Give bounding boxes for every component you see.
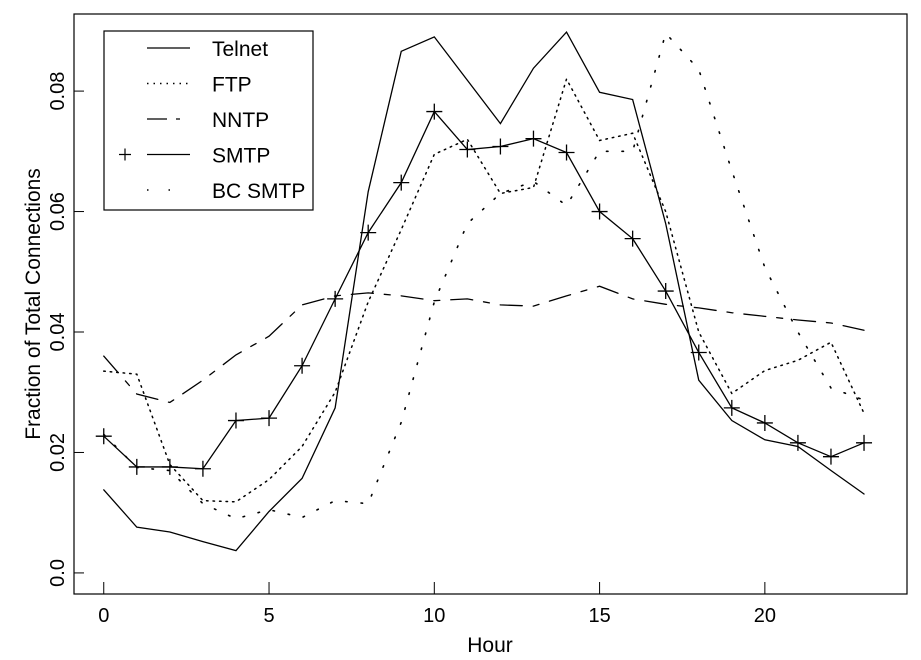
data-point-smtp: [558, 144, 575, 161]
series-smtp: [95, 103, 873, 477]
data-point-smtp: [393, 174, 410, 191]
plot-frame: [73, 13, 908, 595]
legend: Telnet FTP NNTP SMTP BC SMTP: [103, 30, 314, 211]
legend-label: Telnet: [212, 38, 268, 61]
series-line-smtp: [103, 110, 865, 470]
data-point-smtp: [789, 434, 806, 451]
series-ftp: [103, 77, 865, 503]
data-point-smtp: [723, 399, 740, 416]
data-point-smtp: [194, 460, 211, 477]
series-layer: [95, 30, 873, 552]
data-point-smtp: [822, 448, 839, 465]
y-tick-label: 0.06: [47, 192, 69, 231]
data-point-smtp: [591, 203, 608, 220]
legend-label: SMTP: [212, 145, 270, 168]
series-line-telnet: [103, 30, 865, 552]
series-bc-smtp: [102, 31, 865, 520]
data-point-smtp: [690, 344, 707, 361]
x-tick-label: 20: [754, 605, 776, 627]
legend-item-bc-smtp: BC SMTP: [147, 180, 305, 203]
data-point-smtp: [624, 230, 641, 247]
plus-marker-icon: [119, 148, 131, 161]
data-point-smtp: [95, 428, 112, 445]
legend-item-smtp: SMTP: [119, 145, 270, 168]
data-point-smtp: [261, 410, 278, 427]
data-point-smtp: [227, 412, 244, 429]
series-line-ftp: [103, 77, 865, 503]
x-tick-label: 15: [588, 605, 610, 627]
legend-item-ftp: FTP: [147, 74, 252, 97]
data-point-smtp: [756, 414, 773, 431]
x-tick-label: 5: [263, 605, 274, 627]
y-axis-label: Fraction of Total Connections: [22, 168, 45, 440]
legend-item-nntp: NNTP: [147, 109, 269, 132]
series-telnet: [103, 30, 865, 552]
legend-label: BC SMTP: [212, 180, 305, 203]
legend-label: FTP: [212, 74, 252, 97]
x-tick-label: 10: [423, 605, 445, 627]
y-tick-label: 0.02: [47, 433, 69, 472]
data-point-smtp: [426, 103, 443, 120]
data-point-smtp: [459, 141, 476, 158]
y-tick-label: 0.0: [47, 559, 69, 587]
series-line-nntp: [103, 285, 865, 404]
legend-box: [103, 30, 314, 211]
legend-label: NNTP: [212, 109, 269, 132]
data-point-smtp: [327, 290, 344, 307]
x-tick-label: 0: [98, 605, 109, 627]
y-tick-label: 0.08: [47, 72, 69, 111]
data-point-smtp: [525, 130, 542, 147]
data-point-smtp: [856, 434, 873, 451]
series-line-bc-smtp: [102, 31, 865, 520]
x-axis: 0 5 10 15 20: [98, 582, 776, 627]
data-point-smtp: [360, 224, 377, 241]
data-point-smtp: [657, 283, 674, 300]
series-nntp: [103, 285, 865, 404]
data-point-smtp: [161, 458, 178, 475]
legend-item-telnet: Telnet: [147, 38, 268, 61]
y-axis: 0.0 0.02 0.04 0.06 0.08: [47, 72, 84, 587]
x-axis-label: Hour: [467, 634, 513, 657]
y-tick-label: 0.04: [47, 313, 69, 352]
data-point-smtp: [294, 357, 311, 374]
data-point-smtp: [492, 138, 509, 155]
